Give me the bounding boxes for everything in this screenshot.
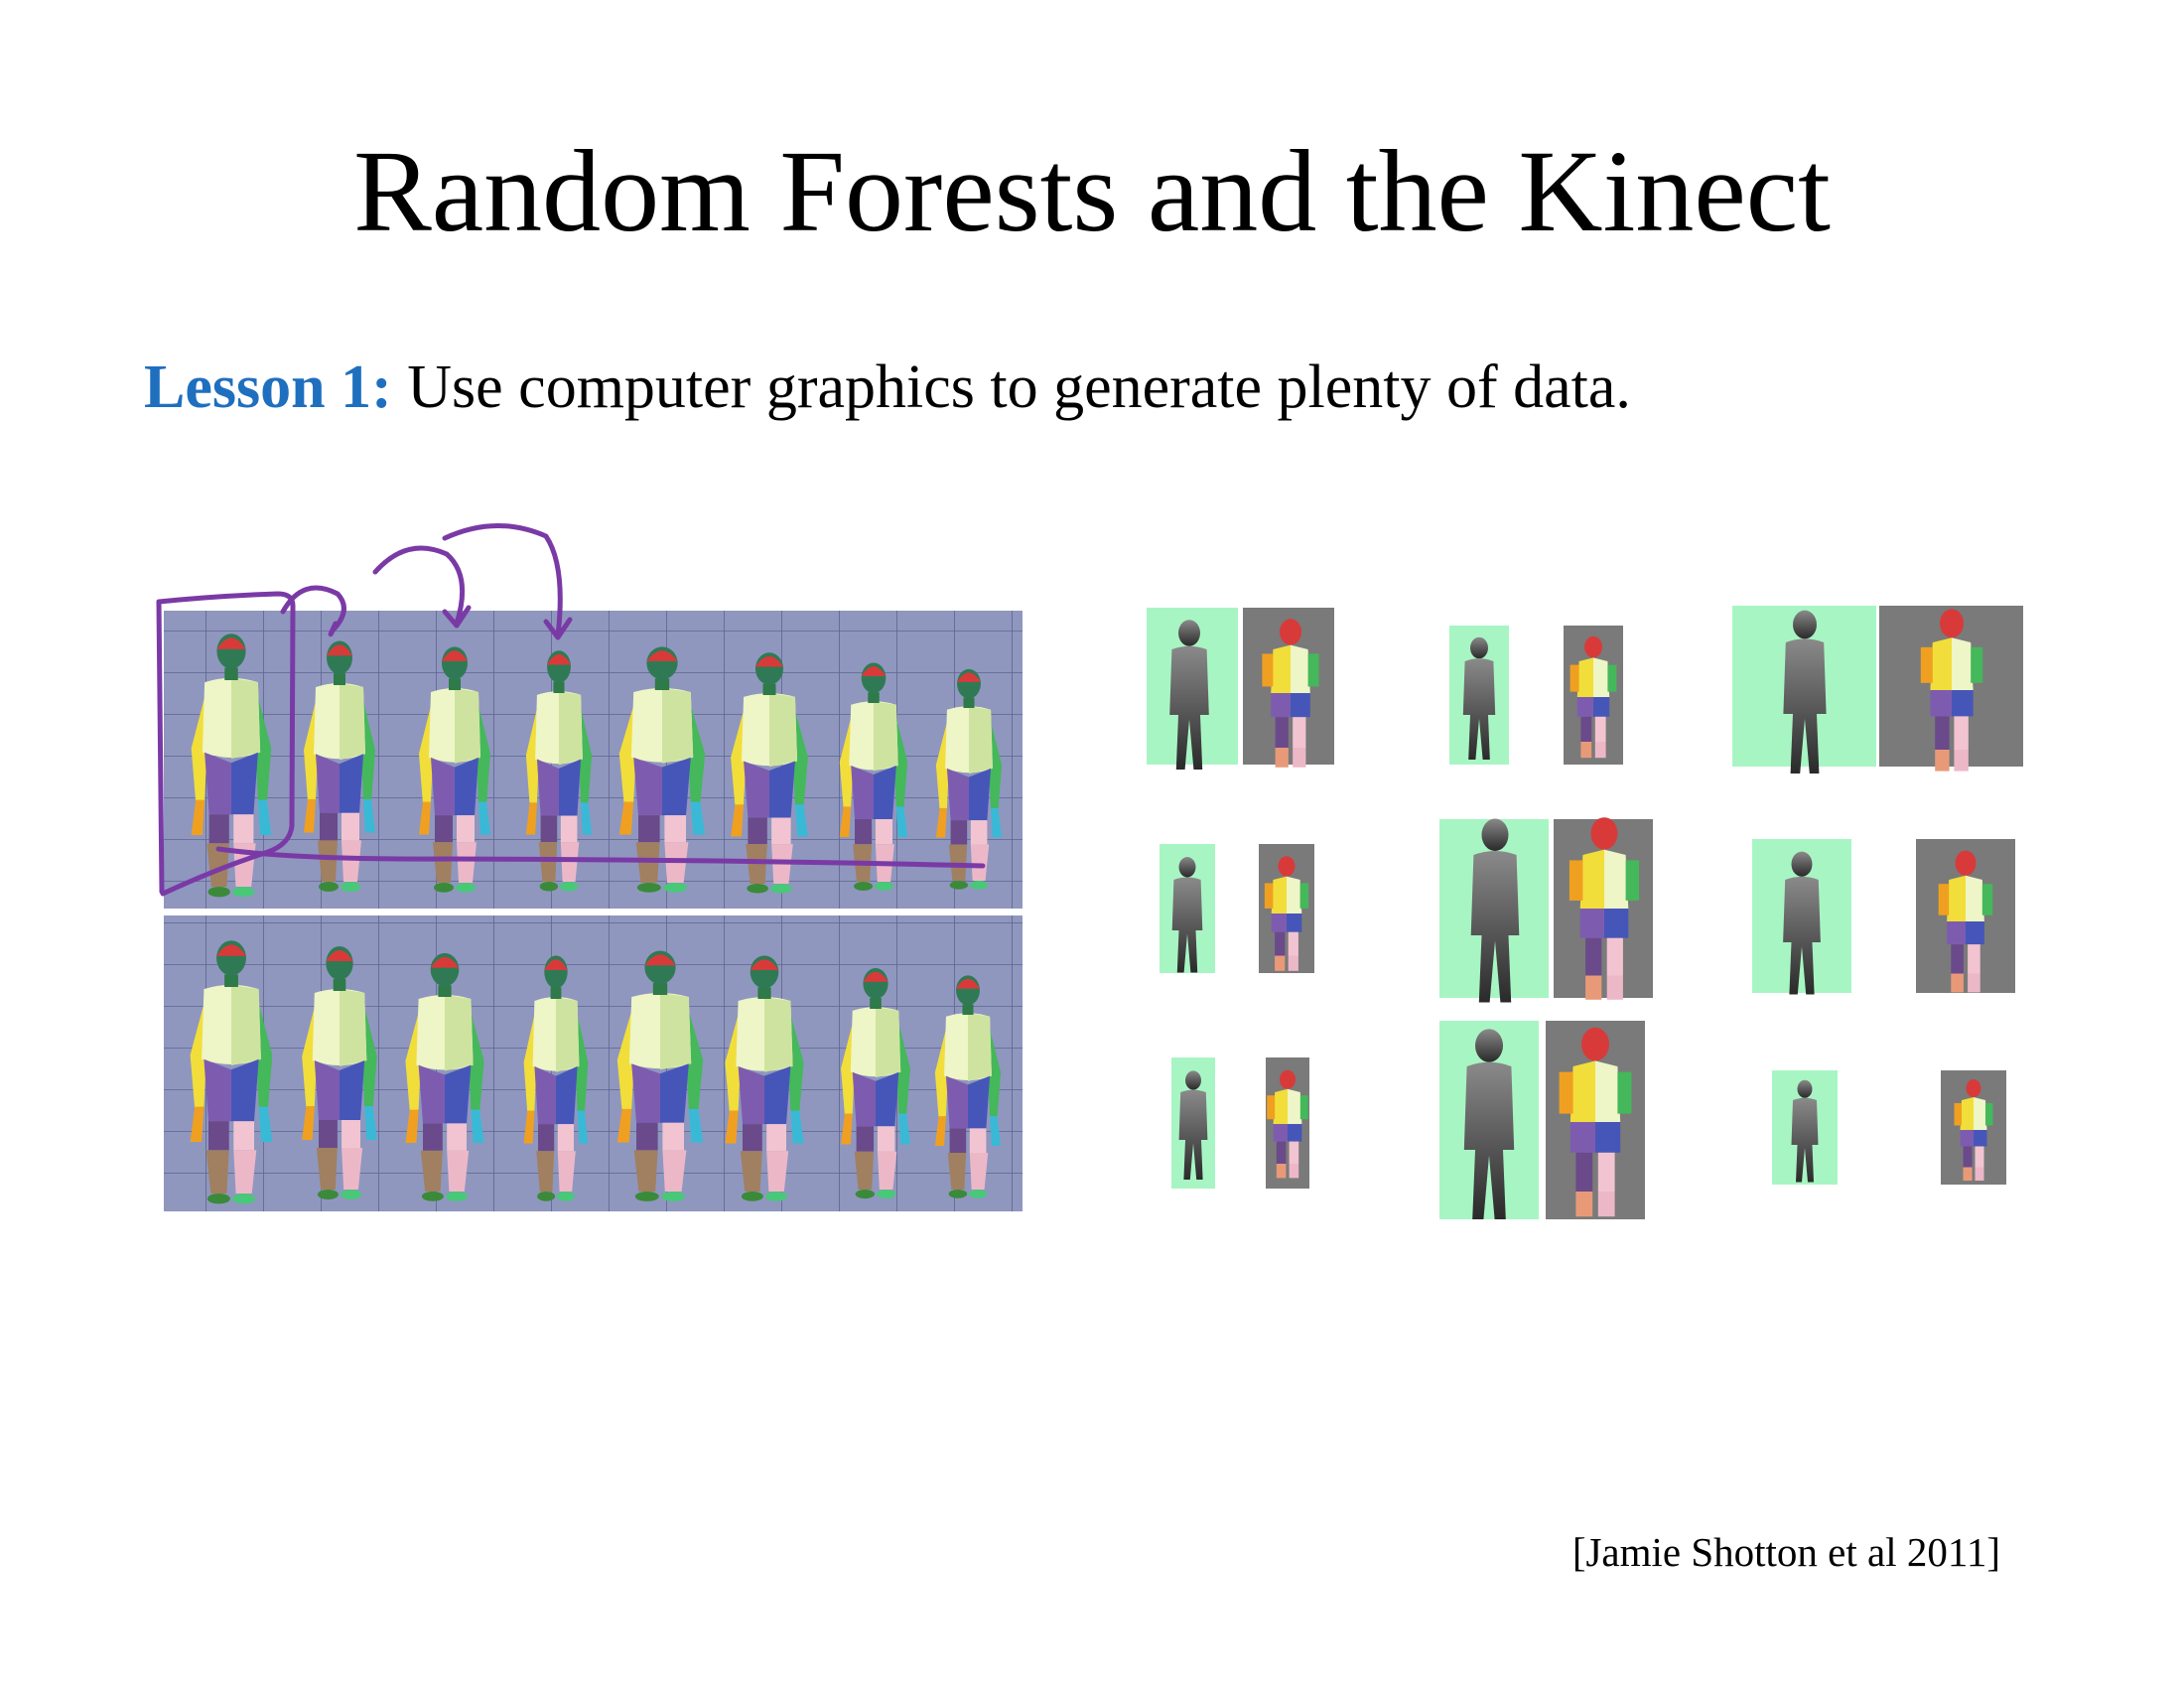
hand-drawn-annotation (156, 523, 986, 897)
pair-3-2 (1752, 839, 2015, 995)
depth-and-label-pairs-image (1147, 606, 2023, 1219)
synthetic-body-models-image (156, 523, 1023, 1211)
lesson-text: Use computer graphics to generate plenty… (391, 353, 1631, 421)
citation: [Jamie Shotton et al 2011] (1571, 1529, 2000, 1575)
pair-2-2 (1439, 817, 1653, 1003)
pair-1-3 (1171, 1057, 1309, 1189)
pair-1-1 (1147, 608, 1334, 770)
pair-2-3 (1439, 1021, 1645, 1219)
pair-2-1 (1449, 626, 1623, 765)
lesson-label: Lesson 1: (144, 353, 392, 421)
lesson-line: Lesson 1: Use computer graphics to gener… (144, 348, 1631, 427)
pair-1-2 (1160, 844, 1314, 973)
pair-3-3 (1772, 1070, 2006, 1185)
pair-3-1 (1732, 606, 2023, 774)
slide-title: Random Forests and the Kinect (353, 126, 1831, 256)
